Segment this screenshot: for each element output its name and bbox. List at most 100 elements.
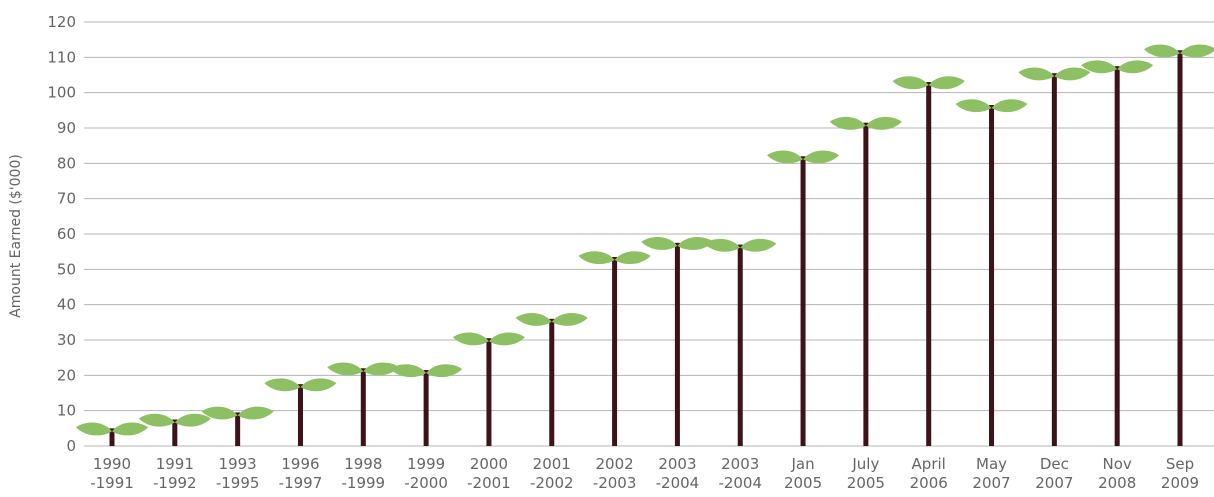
leaf-pair: [578, 251, 651, 265]
leaf-pair: [390, 364, 463, 378]
y-tick-label: 30: [57, 331, 76, 349]
leaf-pair: [704, 238, 777, 252]
leaf-left: [767, 150, 804, 164]
bar-stem: [297, 384, 303, 446]
leaf-left: [1144, 44, 1180, 58]
y-tick-label: 120: [47, 13, 76, 31]
x-tick-label: Dec 2007: [1035, 455, 1073, 492]
leaf-left: [1018, 67, 1055, 81]
x-tick-label: 1993 -1995: [216, 455, 260, 492]
leaf-left: [138, 413, 175, 427]
bar-stem: [423, 370, 429, 446]
leaf-left: [515, 313, 552, 326]
bar-stem: [1051, 73, 1057, 446]
leaf-right: [174, 413, 211, 427]
x-tick-label: 2002 -2003: [593, 455, 637, 492]
leaf-right: [363, 362, 400, 376]
y-tick-label: 50: [57, 260, 76, 278]
leaf-left: [264, 378, 301, 392]
bars: [76, 44, 1214, 447]
leaf-right: [300, 378, 337, 392]
leaf-left: [578, 251, 615, 265]
x-tick-label: 1998 -1999: [341, 455, 385, 492]
leaf-right: [1117, 60, 1154, 74]
leaf-right: [740, 238, 777, 252]
y-tick-label: 100: [47, 84, 76, 102]
leaf-pair: [201, 406, 274, 420]
x-axis-tick-labels: 1990 -1991 1991 -1992 1993 -1995 1996 -1997 1998…: [90, 455, 1199, 492]
x-tick-label: 2003 -2004: [656, 455, 700, 492]
leaf-left: [76, 422, 112, 436]
bar-stem: [989, 105, 995, 447]
leaf-left: [327, 362, 364, 376]
leaf-pair: [892, 76, 965, 90]
bar-stem: [1177, 50, 1183, 447]
leaf-pair: [829, 116, 902, 130]
leaf-right: [677, 237, 714, 250]
x-tick-label: July 2005: [847, 455, 885, 492]
bar-stem: [235, 412, 241, 446]
x-tick-label: 1999 -2000: [404, 455, 448, 492]
leaf-right: [237, 406, 274, 420]
x-tick-label: Nov 2008: [1098, 455, 1136, 492]
x-tick-label: 1991 -1992: [153, 455, 197, 492]
y-tick-label: 10: [57, 402, 76, 420]
y-axis-tick-labels: 0 10 20 30 40 50 60 70 80 90 100 110 120: [47, 13, 76, 455]
leaf-right: [551, 313, 588, 326]
bar-stem: [109, 428, 115, 446]
bar-stem: [737, 244, 743, 446]
leaf-pair: [264, 378, 337, 392]
x-tick-label: 1990 -1991: [90, 455, 134, 492]
leaf-pair: [327, 362, 400, 376]
bar-stem: [1114, 66, 1120, 447]
leaf-right: [1180, 44, 1214, 58]
leaf-left: [704, 238, 741, 252]
x-tick-label: 2000 -2001: [467, 455, 511, 492]
leaf-pair: [452, 332, 525, 346]
leaf-pair: [515, 313, 588, 326]
bar-stem: [360, 368, 366, 446]
y-tick-label: 70: [57, 190, 76, 208]
leaf-left: [201, 406, 238, 420]
gridlines: [84, 21, 1214, 447]
leaf-left: [1081, 60, 1118, 74]
leaf-left: [452, 332, 489, 346]
leaf-right: [426, 364, 463, 378]
bar-stem: [863, 122, 869, 446]
y-tick-label: 40: [57, 296, 76, 314]
bar-stem: [674, 242, 680, 446]
y-tick-label: 110: [47, 48, 76, 66]
bar-stem: [549, 318, 555, 446]
y-tick-label: 0: [66, 437, 76, 455]
bar-stem: [172, 419, 178, 446]
leaf-pair: [641, 237, 714, 250]
x-tick-label: Sep 2009: [1161, 455, 1199, 492]
leaf-right: [803, 150, 840, 164]
bar-stem: [612, 256, 618, 446]
leaf-pair: [767, 150, 840, 164]
leaf-pair: [955, 99, 1028, 113]
bar-stem: [486, 338, 492, 446]
leaf-left: [390, 364, 427, 378]
x-tick-label: April 2006: [910, 455, 948, 492]
leaf-left: [892, 76, 929, 90]
x-tick-label: 1996 -1997: [279, 455, 323, 492]
leaf-pair: [1081, 60, 1154, 74]
leaf-right: [614, 251, 651, 265]
leaf-right: [991, 99, 1028, 113]
bar-stem: [800, 156, 806, 446]
x-tick-label: 2001 -2002: [530, 455, 574, 492]
y-tick-label: 60: [57, 225, 76, 243]
y-axis-label: Amount Earned ($'000): [8, 154, 24, 318]
x-tick-label: May 2007: [972, 455, 1010, 492]
x-tick-label: Jan 2005: [784, 455, 822, 492]
leaf-right: [865, 116, 902, 130]
leaf-right: [1054, 67, 1091, 81]
leaf-right: [928, 76, 965, 90]
leaf-pair: [138, 413, 211, 427]
leaf-right: [112, 422, 148, 436]
leaf-pair: [1144, 44, 1214, 58]
leaf-right: [488, 332, 525, 346]
y-tick-label: 80: [57, 154, 76, 172]
